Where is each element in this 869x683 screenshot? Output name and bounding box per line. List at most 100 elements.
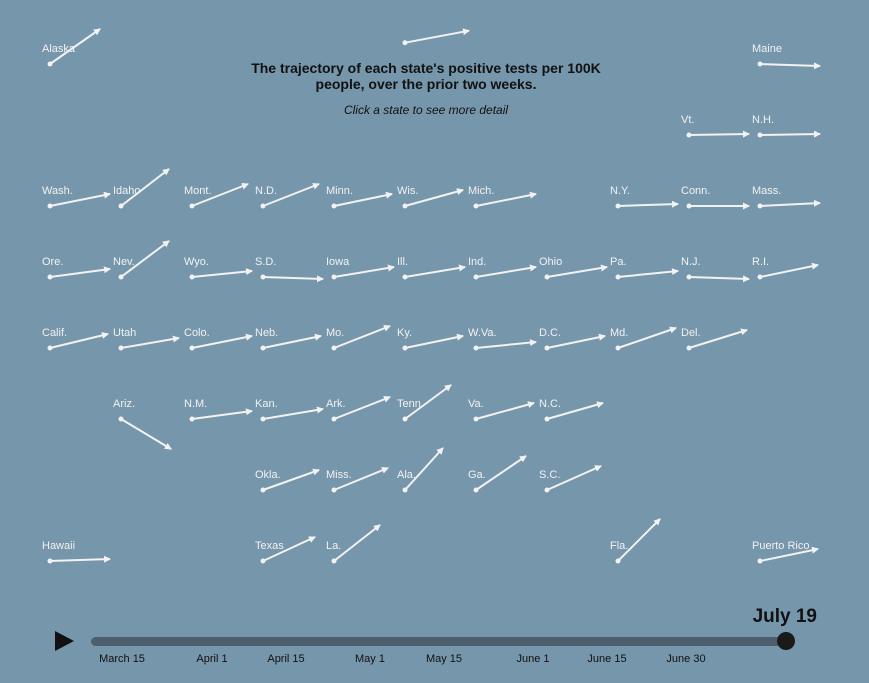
state-label: Maine [752,43,782,55]
state-tile-ga[interactable]: Ga. [468,455,527,493]
state-label: W.Va. [468,327,497,339]
trajectory-arrow [546,264,608,278]
state-tile-s-d[interactable]: S.D. [255,256,324,283]
play-button[interactable] [55,631,75,651]
state-tile-vt[interactable]: Vt. [681,114,750,138]
trajectory-start-dot [331,487,337,493]
state-label: Ga. [468,469,486,481]
timeline-tick-label: April 1 [196,653,228,665]
state-tile-wyo[interactable]: Wyo. [184,256,253,280]
state-tile-n-y[interactable]: N.Y. [610,185,679,209]
state-tile-hawaii[interactable]: Hawaii [42,540,111,564]
trajectory-arrow [475,401,535,420]
state-tile-neb[interactable]: Neb. [255,327,322,351]
state-label: S.C. [539,469,560,481]
state-tile-utah[interactable]: Utah [113,327,180,351]
state-tile-mo[interactable]: Mo. [326,324,391,351]
state-label: Colo. [184,327,210,339]
state-tile-miss[interactable]: Miss. [326,467,389,493]
state-tile-n-c[interactable]: N.C. [539,398,604,422]
state-label: La. [326,540,341,552]
state-tile-kan[interactable]: Kan. [255,398,324,422]
state-tile-ky[interactable]: Ky. [397,327,464,351]
state-tile-pa[interactable]: Pa. [610,256,679,280]
trajectory-start-dot [686,274,692,280]
trajectory-start-dot [757,61,763,67]
trajectory-start-dot [331,345,337,351]
state-label: Calif. [42,327,67,339]
state-tile-texas[interactable]: Texas [255,536,316,564]
trajectory-arrow [49,28,101,65]
state-tile-colo[interactable]: Colo. [184,327,253,351]
state-label: S.D. [255,256,276,268]
state-tile-minn[interactable]: Minn. [326,185,393,209]
state-label: N.D. [255,185,277,197]
state-tile-n-j[interactable]: N.J. [681,256,750,283]
trajectory-arrow [49,191,111,207]
timeline-tick-label: June 30 [666,653,706,665]
state-tile-w-va[interactable]: W.Va. [468,327,537,351]
state-tile-mont[interactable]: Mont. [184,182,249,209]
trajectory-start-dot [189,345,195,351]
trajectory-arrow [617,200,679,208]
state-tile-del[interactable]: Del. [681,327,748,351]
state-tile-mich[interactable]: Mich. [468,185,537,209]
state-tile-ariz[interactable]: Ariz. [113,398,172,450]
state-tile-puerto-rico[interactable]: Puerto Rico [752,540,819,564]
state-tile-md[interactable]: Md. [610,326,677,351]
state-tile-s-c[interactable]: S.C. [539,465,602,493]
state-tile-tenn[interactable]: Tenn. [397,384,452,422]
state-tile-va[interactable]: Va. [468,398,535,422]
trajectory-arrow [262,536,316,562]
state-tile-ark[interactable]: Ark. [326,395,391,422]
state-tile-wash[interactable]: Wash. [42,185,111,209]
state-tile-calif[interactable]: Calif. [42,327,109,351]
trajectory-start-dot [331,558,337,564]
state-label: Hawaii [42,540,75,552]
state-tile-maine[interactable]: Maine [752,43,821,70]
state-tile-la[interactable]: La. [326,524,381,564]
state-tile-alaska[interactable]: Alaska [42,28,101,67]
state-label: Ill. [397,256,408,268]
state-tile-wis[interactable]: Wis. [397,185,464,209]
state-tile-idaho[interactable]: Idaho [113,168,170,209]
state-tile-d-c[interactable]: D.C. [539,327,606,351]
state-tile-ala[interactable]: Ala. [397,447,444,493]
state-tile-conn[interactable]: Conn. [681,185,750,210]
state-tile-ohio[interactable]: Ohio [539,256,608,280]
trajectory-arrow [688,275,750,283]
state-tile-iowa[interactable]: Iowa [326,256,395,280]
timeline-track[interactable] [91,637,787,646]
state-tile-ore[interactable]: Ore. [42,256,111,280]
timeline-slider-thumb[interactable] [777,632,795,650]
state-label: Ind. [468,256,486,268]
state-tile-n-h[interactable]: N.H. [752,114,821,138]
state-tile-fla[interactable]: Fla. [610,518,661,564]
state-tile-r-i[interactable]: R.I. [752,256,819,280]
state-label: Miss. [326,469,352,481]
state-tile-n-m[interactable]: N.M. [184,398,253,422]
state-tile-mass[interactable]: Mass. [752,185,821,209]
trajectory-start-dot [47,203,53,209]
trajectory-start-dot [260,416,266,422]
trajectory-arrow [120,168,170,207]
trajectory-start-dot [402,274,408,280]
trajectory-arrow [262,182,320,207]
trajectory-arrow [759,130,821,138]
state-label: Iowa [326,256,350,268]
trajectory-arrow [759,262,819,278]
trajectory-arrow [49,332,109,349]
state-tile-ind[interactable]: Ind. [468,256,537,280]
state-tile-unlabeled[interactable] [402,28,470,46]
trajectory-start-dot [473,487,479,493]
state-tile-okla[interactable]: Okla. [255,468,320,493]
state-label: Ala. [397,469,416,481]
state-tile-nev[interactable]: Nev. [113,240,170,280]
trajectory-start-dot [260,274,266,280]
state-label: Kan. [255,398,278,410]
state-tile-ill[interactable]: Ill. [397,256,466,280]
state-label: Mont. [184,185,212,197]
trajectory-arrow [404,28,470,44]
instruction-text: Click a state to see more detail [343,103,509,117]
state-tile-n-d[interactable]: N.D. [255,182,320,209]
